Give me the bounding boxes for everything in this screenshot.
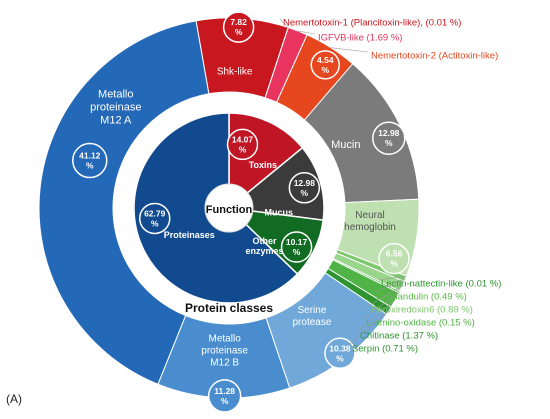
outer-value-mucin-circle — [372, 121, 406, 155]
outer-value-shk-like-circle — [222, 11, 255, 43]
outer-label-mucin: Mucin — [331, 139, 360, 151]
band-label: Protein classes — [185, 301, 273, 315]
outer-value-neural-hemoglobin-text: 6.56% — [386, 249, 403, 269]
callout-line-peroxiredoxin6-0-89 — [367, 286, 403, 307]
callout-line-igfvb-like-1-69 — [297, 30, 316, 35]
outer-label-shk-like: Shk-like — [217, 67, 253, 78]
outer-value-mucin-text: 12.98% — [378, 128, 400, 148]
callout-label-peroxiredoxin6-0-89: Peroxiredoxin6 (0.89 %) — [371, 304, 473, 315]
inner-label-proteinases: Proteinases — [164, 230, 215, 240]
outer-value-serine-protease: 10.38% — [324, 337, 356, 370]
inner-value-toxins-circle — [226, 128, 259, 161]
outer-value-nemertotoxin-2-circle — [310, 50, 341, 80]
inner-value-other-enzymes-circle — [280, 231, 313, 263]
inner-value-other-enzymes-text: 10.17% — [286, 237, 308, 257]
outer-value-nemertotoxin-2-text: 4.54% — [317, 55, 334, 75]
outer-value-m12a-text: 41.12% — [79, 151, 101, 171]
outer-label-m12a: Metallo proteinase M12 A — [90, 88, 141, 126]
callout-label-calglandulin-0-49: Calglandulin (0.49 %) — [376, 291, 467, 302]
outer-value-neural-hemoglobin: 6.56% — [378, 242, 410, 275]
callout-line-chitinase-1-37 — [356, 299, 396, 333]
outer-value-m12b-text: 11.28% — [214, 386, 235, 406]
outer-value-m12b-circle — [207, 379, 242, 413]
inner-label-other-enzymes: Other enzymes — [245, 236, 283, 256]
callout-line-nemertotoxin-2-actitoxin-like — [330, 47, 369, 53]
inner-label-toxins: Toxins — [249, 160, 277, 170]
callout-line-nemertotoxin-1-plancitoxin-like-0-01 — [279, 18, 289, 28]
inner-value-mucus: 12.98% — [288, 172, 321, 204]
outer-value-m12a: 41.12% — [72, 142, 108, 179]
inner-value-toxins-text: 14.07% — [232, 134, 254, 154]
outer-value-mucin: 12.98% — [372, 121, 406, 155]
callout-line-l-amino-oxidase-0-15 — [362, 291, 400, 320]
panel-label: (A) — [6, 392, 22, 406]
band-arrows — [119, 98, 235, 318]
callout-label-nemertotoxin-2-actitoxin-like: Nemertotoxin-2 (Actitoxin-like) — [371, 50, 498, 61]
inner-value-other-enzymes: 10.17% — [280, 231, 313, 263]
outer-value-shk-like: 7.82% — [222, 11, 255, 43]
callout-line-calglandulin-0-49 — [372, 278, 406, 294]
hub — [204, 183, 254, 233]
arrow-down-icon — [223, 308, 235, 318]
outer-ring — [38, 17, 420, 399]
outer-value-nemertotoxin-2: 4.54% — [310, 50, 341, 80]
outer-value-serine-protease-text: 10.38% — [329, 343, 351, 363]
outer-value-serine-protease-circle — [324, 337, 356, 370]
outer-value-m12a-circle — [72, 142, 108, 179]
center-label: Function — [206, 204, 253, 216]
callout-label-chitinase-1-37: Chitinase (1.37 %) — [360, 330, 438, 341]
outer-slice-metallo-proteinase-m12-a — [38, 20, 210, 385]
arrow-up-icon — [223, 98, 235, 108]
arrow-left-icon — [119, 202, 129, 214]
callout-label-nemertotoxin-1-plancitoxin-like-0-01: Nemertotoxin-1 (Plancitoxin-like), (0.01… — [283, 17, 461, 28]
inner-label-mucus: Mucus — [265, 208, 294, 218]
outer-value-shk-like-text: 7.82% — [230, 17, 247, 37]
inner-value-mucus-text: 12.98% — [294, 178, 316, 198]
outer-label-m12b: Metallo proteinase M12 B — [201, 333, 248, 368]
inner-value-proteinases-text: 62.79% — [144, 208, 166, 228]
outer-value-m12b: 11.28% — [207, 379, 242, 413]
callout-label-lectin-nattectin-like-0-01: Lectin-nattectin-like (0.01 %) — [381, 278, 501, 289]
callout-line-serpin-0-71 — [348, 310, 390, 346]
callout-label-igfvb-like-1-69: IGFVB-like (1.69 %) — [318, 32, 402, 43]
inner-value-proteinases: 62.79% — [138, 202, 171, 235]
inner-value-toxins: 14.07% — [226, 128, 259, 161]
callout-label-serpin-0-71: Serpin (0.71 %) — [352, 343, 418, 354]
callout-label-l-amino-oxidase-0-15: L-amino-oxidase (0.15 %) — [366, 317, 475, 328]
outer-value-neural-hemoglobin-circle — [378, 242, 410, 275]
outer-label-neural-hemoglobin: Neural hemoglobin — [344, 210, 396, 233]
inner-value-mucus-circle — [288, 172, 321, 204]
callout-line-lectin-nattectin-like-0-01 — [377, 275, 407, 281]
outer-label-serine-protease: Serine protease — [292, 305, 331, 328]
inner-value-proteinases-circle — [138, 202, 171, 235]
